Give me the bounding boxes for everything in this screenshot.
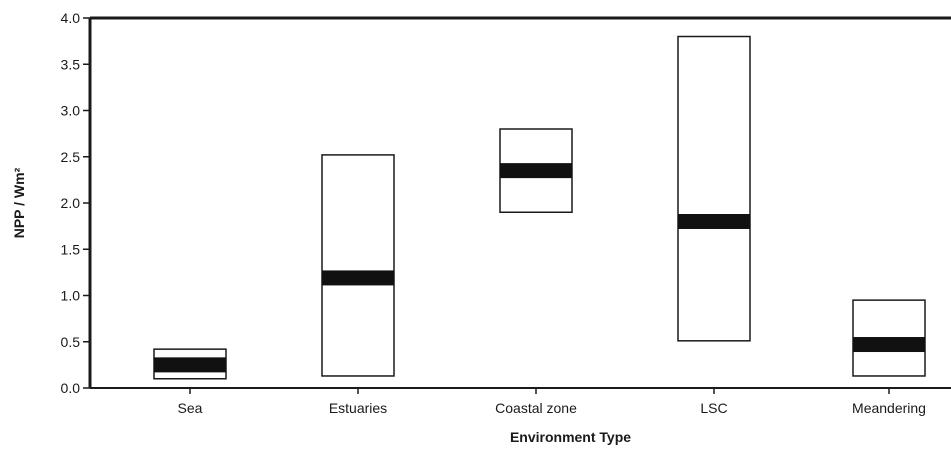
y-axis-ticks: 0.0 0.5 1.0 1.5 2.0 2.5 3.0 3.5 4.0 [61, 10, 90, 396]
y-tick-label: 2.0 [61, 195, 81, 211]
y-axis-title: NPP / Wm² [11, 167, 27, 238]
range-boxes [153, 35, 926, 380]
y-tick-label: 4.0 [61, 10, 81, 26]
y-tick-label: 0.5 [61, 334, 81, 350]
x-tick-label: LSC [700, 400, 727, 416]
median-band-sea [154, 357, 226, 373]
median-band-lsc [678, 214, 750, 229]
y-tick-label: 3.5 [61, 56, 81, 72]
x-axis-ticks: Sea Estuaries Coastal zone LSC Meandering [178, 388, 926, 416]
y-tick-label: 1.0 [61, 288, 81, 304]
median-band-estuaries [322, 270, 394, 286]
y-tick-label: 3.0 [61, 103, 81, 119]
median-band-coastal-zone [500, 163, 572, 179]
y-tick-label: 2.5 [61, 149, 81, 165]
y-tick-label: 0.0 [61, 380, 81, 396]
range-box-lsc [677, 35, 751, 342]
x-tick-label: Meandering [852, 400, 926, 416]
range-box-estuaries [321, 154, 395, 377]
y-tick-label: 1.5 [61, 241, 81, 257]
median-band-meandering [853, 337, 925, 353]
x-tick-label: Coastal zone [495, 400, 577, 416]
x-tick-label: Estuaries [329, 400, 387, 416]
x-tick-label: Sea [178, 400, 203, 416]
x-axis-title: Environment Type [510, 429, 631, 445]
